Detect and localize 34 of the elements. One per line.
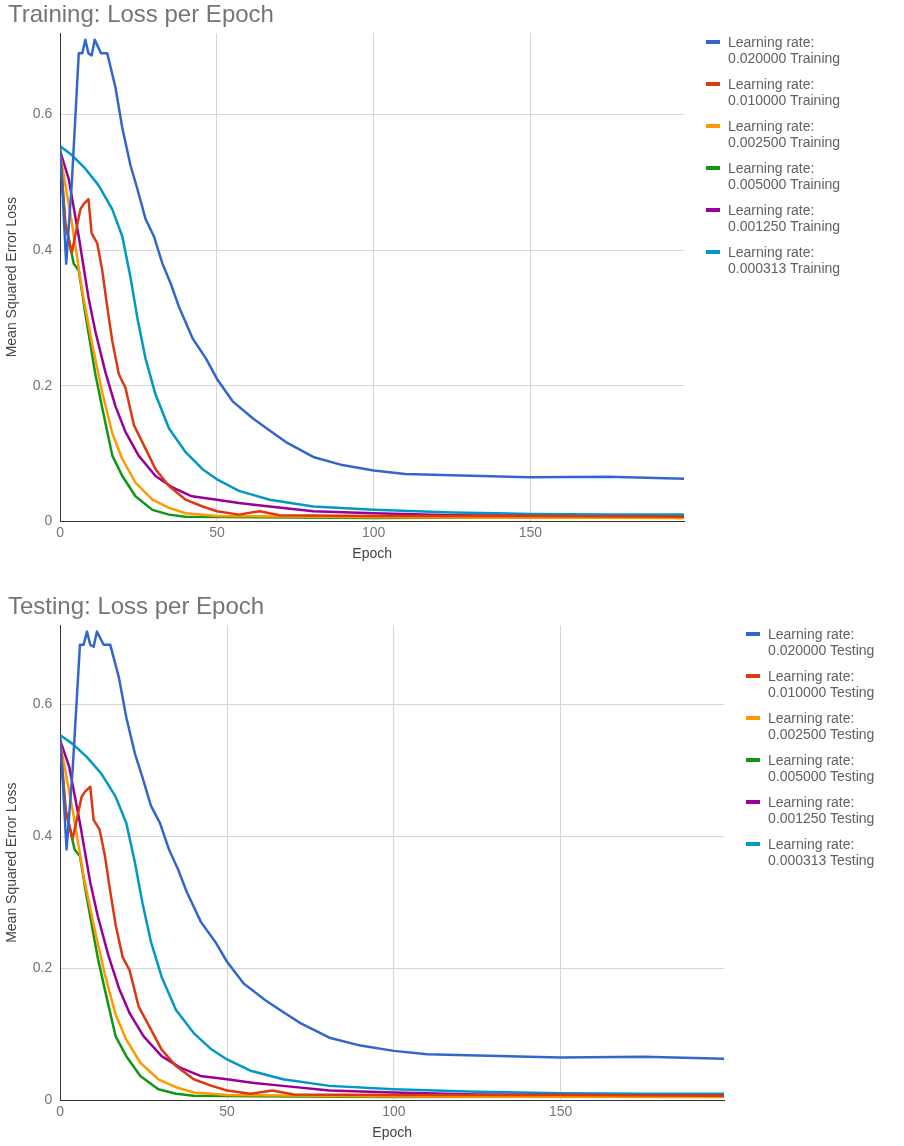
legend-label: Learning rate: 0.001250 Training	[728, 202, 842, 234]
x-axis-title: Epoch	[372, 1124, 412, 1141]
legend-label: Learning rate: 0.000313 Training	[728, 244, 842, 276]
x-axis-title: Epoch	[352, 545, 392, 562]
legend-label: Learning rate: 0.010000 Training	[728, 76, 842, 108]
y-tick-label: 0.4	[32, 827, 53, 844]
y-tick-label: 0.6	[32, 105, 53, 122]
legend-label: Learning rate: 0.002500 Testing	[768, 710, 876, 742]
x-tick-label: 150	[518, 523, 543, 540]
y-tick-label: 0	[44, 512, 53, 529]
chart-title: Testing: Loss per Epoch	[8, 592, 265, 620]
y-tick-label: 0.4	[32, 240, 53, 257]
y-tick-label: 0	[44, 1091, 53, 1108]
x-tick-label: 100	[382, 1102, 406, 1119]
legend-label: Learning rate: 0.001250 Testing	[768, 794, 876, 826]
x-tick-label: 0	[56, 1102, 65, 1119]
y-tick-label: 0.2	[32, 376, 53, 393]
legend-label: Learning rate: 0.020000 Training	[728, 34, 842, 66]
x-tick-label: 50	[209, 523, 225, 540]
legend-label: Learning rate: 0.010000 Testing	[768, 668, 876, 700]
legend-label: Learning rate: 0.000313 Testing	[768, 836, 876, 868]
y-tick-label: 0.2	[32, 959, 53, 976]
x-tick-label: 100	[362, 523, 386, 540]
y-tick-label: 0.6	[32, 695, 53, 712]
x-tick-label: 0	[56, 523, 65, 540]
chart-title: Training: Loss per Epoch	[8, 0, 274, 28]
x-tick-label: 50	[219, 1102, 236, 1119]
y-axis-title: Mean Squared Error Loss	[3, 197, 20, 358]
x-tick-label: 150	[548, 1102, 573, 1119]
legend-label: Learning rate: 0.005000 Training	[728, 160, 842, 192]
legend-label: Learning rate: 0.002500 Training	[728, 118, 842, 150]
legend-label: Learning rate: 0.020000 Testing	[768, 626, 876, 658]
y-axis-title: Mean Squared Error Loss	[3, 782, 20, 943]
legend-label: Learning rate: 0.005000 Testing	[768, 752, 876, 784]
